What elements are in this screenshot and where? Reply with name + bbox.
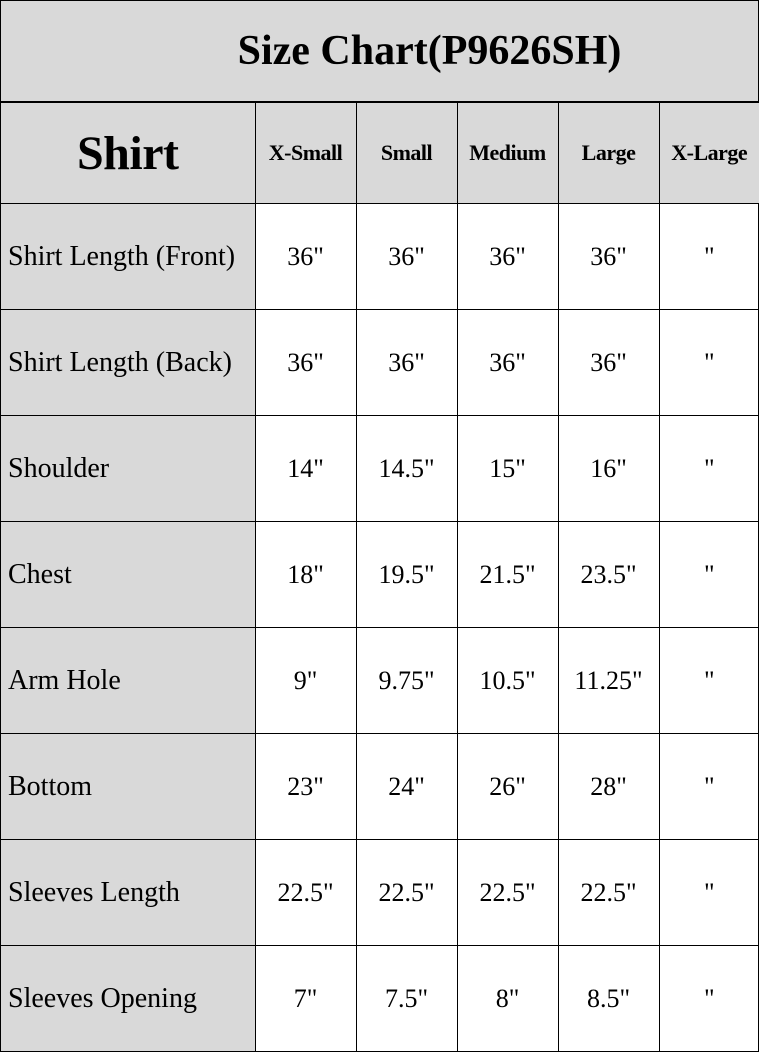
table-cell: ": [658, 521, 759, 628]
table-cell: 36": [254, 309, 357, 416]
table-row: Shirt Length (Back) 36" 36" 36" 36" ": [1, 309, 759, 416]
table-cell: 19.5": [355, 521, 458, 628]
column-header: Large: [557, 102, 660, 204]
table-cell: 28": [557, 733, 660, 840]
row-label: Bottom: [1, 733, 256, 840]
table-cell: 11.25": [557, 627, 660, 734]
table-cell: ": [658, 839, 759, 946]
table-cell: 15": [456, 415, 559, 522]
row-label: Shirt Length (Front): [1, 203, 256, 310]
table-row: Shoulder 14" 14.5" 15" 16" ": [1, 415, 759, 522]
table-cell: 7.5": [355, 945, 458, 1052]
column-header: X-Small: [254, 102, 357, 204]
table-cell: 36": [456, 309, 559, 416]
table-row: Arm Hole 9" 9.75" 10.5" 11.25" ": [1, 627, 759, 734]
chart-title: Size Chart(P9626SH): [1, 1, 758, 102]
corner-header: Shirt: [1, 102, 256, 204]
row-label: Chest: [1, 521, 256, 628]
table-cell: 22.5": [557, 839, 660, 946]
table-row: Shirt Length (Front) 36" 36" 36" 36" ": [1, 203, 759, 310]
table-row: Bottom 23" 24" 26" 28" ": [1, 733, 759, 840]
table-cell: 36": [456, 203, 559, 310]
table-cell: 36": [254, 203, 357, 310]
table-cell: 10.5": [456, 627, 559, 734]
table-cell: 22.5": [254, 839, 357, 946]
table-cell: 36": [355, 203, 458, 310]
table-cell: 21.5": [456, 521, 559, 628]
table-cell: 22.5": [355, 839, 458, 946]
table-row: Chest 18" 19.5" 21.5" 23.5" ": [1, 521, 759, 628]
table-cell: 36": [557, 309, 660, 416]
table-cell: 23.5": [557, 521, 660, 628]
table-cell: 16": [557, 415, 660, 522]
row-label: Sleeves Opening: [1, 945, 256, 1052]
row-label: Shirt Length (Back): [1, 309, 256, 416]
row-label: Arm Hole: [1, 627, 256, 734]
table-cell: 18": [254, 521, 357, 628]
table-cell: 36": [557, 203, 660, 310]
column-header: Small: [355, 102, 458, 204]
table-cell: 8": [456, 945, 559, 1052]
table-cell: 9": [254, 627, 357, 734]
table-cell: ": [658, 415, 759, 522]
table-cell: 14.5": [355, 415, 458, 522]
table-cell: 36": [355, 309, 458, 416]
table-cell: ": [658, 733, 759, 840]
column-header: Medium: [456, 102, 559, 204]
table-cell: ": [658, 309, 759, 416]
table-cell: ": [658, 945, 759, 1052]
table-cell: 8.5": [557, 945, 660, 1052]
table-cell: 14": [254, 415, 357, 522]
row-label: Shoulder: [1, 415, 256, 522]
table-cell: 7": [254, 945, 357, 1052]
table-row: Sleeves Length 22.5" 22.5" 22.5" 22.5" ": [1, 839, 759, 946]
table-cell: 26": [456, 733, 559, 840]
table-cell: 24": [355, 733, 458, 840]
table-cell: 9.75": [355, 627, 458, 734]
table-cell: 23": [254, 733, 357, 840]
header-row: Shirt X-Small Small Medium Large X-Large: [1, 102, 759, 204]
table-cell: 22.5": [456, 839, 559, 946]
size-table: Shirt X-Small Small Medium Large X-Large…: [1, 102, 759, 1052]
table-cell: ": [658, 203, 759, 310]
table-cell: ": [658, 627, 759, 734]
table-row: Sleeves Opening 7" 7.5" 8" 8.5" ": [1, 945, 759, 1052]
column-header: X-Large: [658, 102, 759, 204]
row-label: Sleeves Length: [1, 839, 256, 946]
